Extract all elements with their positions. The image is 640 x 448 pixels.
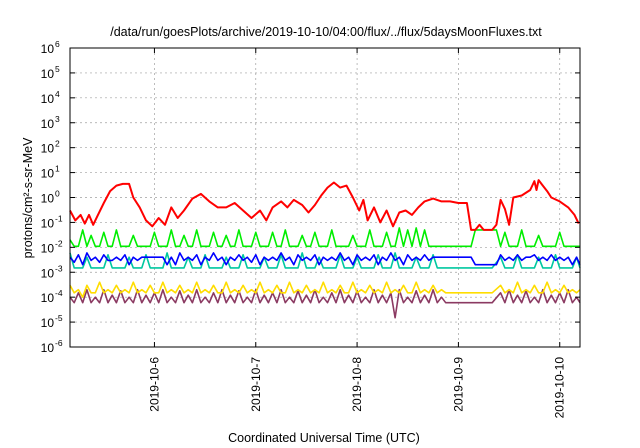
y-tick-label: 10 — [41, 216, 55, 230]
y-tick-exponent: -6 — [55, 338, 63, 348]
y-tick-exponent: -4 — [55, 288, 63, 298]
grid-lines — [70, 48, 580, 347]
y-tick-label: 10 — [41, 241, 55, 255]
series-line-1 — [69, 227, 580, 248]
series-line-0 — [69, 179, 580, 231]
x-axis-label: Coordinated Universal Time (UTC) — [228, 431, 420, 445]
y-tick-label: 10 — [41, 67, 55, 81]
y-tick-exponent: -5 — [55, 313, 63, 323]
x-tick-label: 2019-10-10 — [553, 357, 567, 419]
y-tick-exponent: 3 — [55, 114, 60, 124]
y-tick-label: 10 — [41, 341, 55, 355]
y-tick-label: 10 — [41, 92, 55, 106]
y-axis-label: protons/cm²-s-sr-MeV — [21, 137, 35, 259]
y-tick-label: 10 — [41, 117, 55, 131]
y-tick-exponent: -2 — [55, 238, 63, 248]
y-tick-exponent: 6 — [55, 39, 60, 49]
series-line-3 — [69, 252, 581, 269]
y-tick-exponent: 2 — [55, 139, 60, 149]
y-tick-exponent: 1 — [55, 164, 60, 174]
series-group — [69, 179, 581, 319]
y-tick-label: 10 — [41, 291, 55, 305]
x-tick-label: 2019-10-6 — [147, 357, 161, 412]
y-tick-exponent: -3 — [55, 263, 63, 273]
x-tick-label: 2019-10-7 — [249, 357, 263, 412]
series-line-2 — [69, 252, 581, 266]
chart-title: /data/run/goesPlots/archive/2019-10-10/0… — [110, 25, 542, 39]
y-tick-label: 10 — [41, 266, 55, 280]
x-axis-ticks: 2019-10-6 2019-10-7 2019-10-8 2019-10-9 2019… — [147, 48, 567, 419]
y-tick-exponent: 5 — [55, 64, 60, 74]
y-tick-label: 10 — [41, 316, 55, 330]
y-tick-label: 10 — [41, 167, 55, 181]
y-tick-label: 10 — [41, 142, 55, 156]
y-axis-ticks: 10 -610 -510 -410 -310 -210 -110 010 110 210 310 41… — [41, 39, 580, 355]
y-tick-exponent: 4 — [55, 89, 60, 99]
y-tick-exponent: 0 — [55, 189, 60, 199]
series-line-5 — [69, 288, 581, 319]
x-tick-label: 2019-10-9 — [451, 357, 465, 412]
y-tick-label: 10 — [41, 192, 55, 206]
x-tick-label: 2019-10-8 — [350, 357, 364, 412]
series-line-4 — [69, 281, 581, 299]
y-tick-label: 10 — [41, 42, 55, 56]
y-tick-exponent: -1 — [55, 213, 63, 223]
